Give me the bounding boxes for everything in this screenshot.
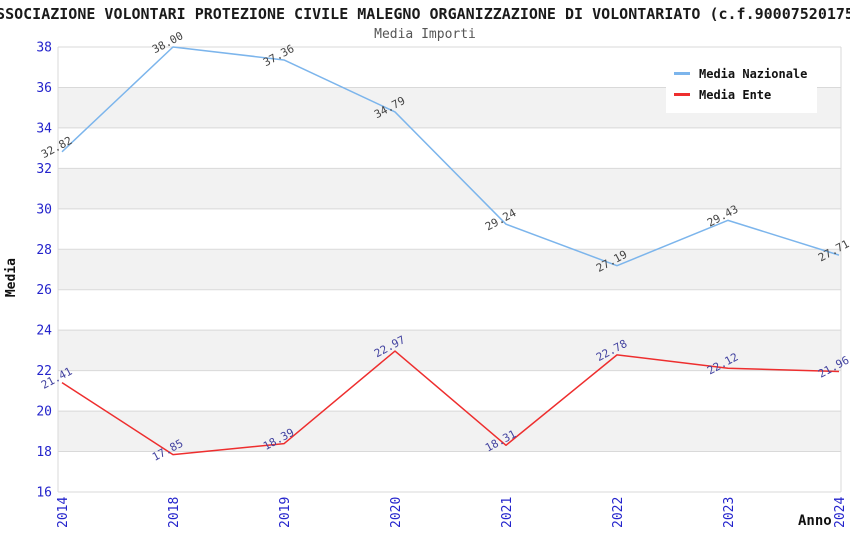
legend-label: Media Nazionale [699,66,808,81]
y-tick-label: 34 [36,121,52,136]
y-tick-label: 18 [36,445,52,460]
data-label-media-nazionale: 32.82 [39,134,74,161]
y-axis-title: Media [4,258,19,298]
plot-band [58,411,841,452]
x-tick-label: 2022 [611,497,626,528]
y-tick-label: 22 [36,364,52,379]
data-label-media-nazionale: 37.36 [261,42,296,69]
series-line-media-nazionale [61,46,840,267]
x-tick-label: 2018 [167,497,182,528]
legend: Media Nazionale Media Ente [666,57,818,113]
chart-subtitle: Media Importi [374,27,476,42]
data-label-media-nazionale: 29.24 [483,206,519,233]
x-tick-label: 2014 [56,497,71,528]
x-tick-label: 2024 [833,497,848,528]
legend-line-marker-red [674,93,690,96]
x-tick-label: 2021 [500,497,515,528]
legend-line-marker-blue [674,72,690,75]
y-tick-label: 20 [36,405,52,420]
x-tick-label: 2019 [278,497,293,528]
y-tick-label: 36 [36,81,52,96]
legend-item-media-nazionale: Media Nazionale [674,63,807,84]
y-tick-label: 26 [36,283,52,298]
series-line-media-ente [61,350,840,456]
y-tick-label: 16 [36,486,52,501]
legend-label: Media Ente [699,87,772,102]
legend-item-media-ente: Media Ente [674,84,807,105]
y-tick-label: 38 [36,41,52,56]
x-tick-label: 2023 [722,497,737,528]
chart-title: ASSOCIAZIONE VOLONTARI PROTEZIONE CIVILE… [0,5,850,23]
x-axis-title: Anno [798,513,832,529]
plot-band [58,249,841,290]
plot-band [58,168,841,209]
plot-band [58,330,841,371]
y-tick-label: 32 [36,162,52,177]
y-tick-label: 30 [36,202,52,217]
y-tick-label: 24 [36,324,52,339]
y-tick-label: 28 [36,243,52,258]
x-tick-label: 2020 [389,497,404,528]
